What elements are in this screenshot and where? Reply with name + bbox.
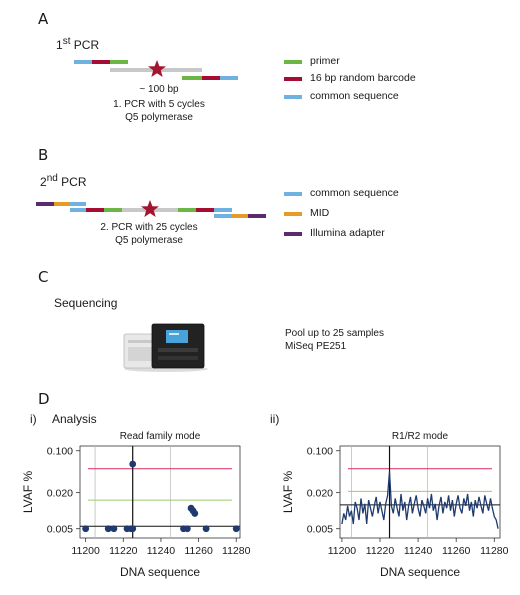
second-pcr-note-2: Q5 polymerase [115,235,183,246]
read-family-xtick-label-4: 11280 [222,545,251,557]
first-pcr-note-2: Q5 polymerase [125,112,193,123]
read-family-xlabel: DNA sequence [120,565,200,579]
read-family-frame [79,445,241,539]
panel-label-d: D [38,390,50,408]
barcode-seg-a1 [92,60,110,64]
r1r2-ytick-label-1: 0.020 [307,488,333,500]
r1r2-ylabel: LVAF % [281,471,295,514]
legend-label-primer: primer [310,55,340,67]
r1r2-xtick-label-0: 11200 [328,545,357,557]
mid-seg-b2 [232,214,248,218]
read-family-ytick-label-2: 0.100 [47,446,73,458]
primer-seg-a1 [110,60,128,64]
barcode-seg-b2 [196,208,214,212]
sequencing-note-2: MiSeq PE251 [285,341,347,352]
read-family-ytick-label-1: 0.020 [47,488,73,500]
common-seg-b1 [70,202,86,206]
panel-label-a: A [38,10,49,28]
mutation-star-icon-b [141,200,159,217]
primer-seg-b1 [104,208,122,212]
read-family-xtick-label-0: 11200 [71,545,100,557]
read-family-title: Read family mode [120,431,201,442]
r1r2-xtick-label-4: 11280 [480,545,509,557]
r1r2-chart: R1/R2 mode 11200 11220 11240 11260 11280 0.005… [281,431,509,579]
read-family-xtick-label-2: 11240 [147,545,176,557]
legend-swatch-mid [284,212,302,216]
common-seg-a2 [220,76,238,80]
legend-swatch-illumina [284,232,302,236]
barcode-seg-a2 [202,76,220,80]
sequencing-note-1: Pool up to 25 samples [285,328,384,339]
read-family-point-5 [129,525,137,533]
legend-swatch-common-a [284,95,302,99]
r1r2-frame [339,445,501,539]
common-seg-b2 [70,208,86,212]
panel-label-b: B [38,146,49,164]
read-family-point-8 [183,525,191,533]
r1r2-series-line-0 [341,471,499,529]
sequencing-title: Sequencing [54,296,118,310]
second-pcr-note-1: 2. PCR with 25 cycles [100,222,198,233]
mutation-star-icon [148,60,166,77]
read-family-xtick-label-3: 11260 [184,545,213,557]
legend-label-mid: MID [310,207,330,219]
illumina-seg-b1 [36,202,54,206]
second-pcr-title: 2nd PCR [40,173,87,189]
primer-seg-b2 [178,208,196,212]
read-family-point-12 [202,525,210,533]
common-seg-b4 [214,214,232,218]
sequencer-icon [123,323,208,372]
legend-label-common-b: common sequence [310,187,399,199]
panel-label-c: C [38,268,49,286]
barcode-seg-b1 [86,208,104,212]
subpanel-label-i: i) [30,412,37,426]
legend-swatch-common-b [284,192,302,196]
r1r2-title: R1/R2 mode [392,431,449,442]
read-family-point-6 [129,460,137,468]
first-pcr-note-1: 1. PCR with 5 cycles [113,99,205,110]
r1r2-xtick-label-3: 11260 [442,545,471,557]
r1r2-ytick-label-2: 0.100 [307,446,333,458]
amplicon-size-note: ~ 100 bp [139,84,179,95]
mid-seg-b1 [54,202,70,206]
read-family-ylabel: LVAF % [21,471,35,514]
legend-label-barcode: 16 bp random barcode [310,72,416,84]
primer-seg-a2 [182,76,202,80]
read-family-point-11 [191,510,199,517]
legend-swatch-barcode [284,77,302,81]
common-seg-a1 [74,60,92,64]
r1r2-ytick-label-0: 0.005 [307,524,333,536]
legend-label-illumina: Illumina adapter [310,227,385,239]
common-seg-b3 [214,208,232,212]
legend-label-common-a: common sequence [310,90,399,102]
read-family-xtick-label-1: 11220 [109,545,138,557]
read-family-ytick-label-0: 0.005 [47,524,73,536]
first-pcr-title: 1st PCR [56,36,100,52]
r1r2-xtick-label-1: 11220 [366,545,395,557]
analysis-title: Analysis [52,412,97,426]
subpanel-label-ii: ii) [270,412,280,426]
illumina-seg-b2 [248,214,266,218]
read-family-point-2 [110,525,118,533]
read-family-point-1 [104,525,112,533]
r1r2-xlabel: DNA sequence [380,565,460,579]
legend-swatch-primer [284,60,302,64]
r1r2-xtick-label-2: 11240 [404,545,433,557]
read-family-chart: Read family mode 11200 11220 11240 11260 1128… [21,431,251,579]
read-family-point-13 [232,525,240,533]
read-family-point-0 [82,525,90,533]
